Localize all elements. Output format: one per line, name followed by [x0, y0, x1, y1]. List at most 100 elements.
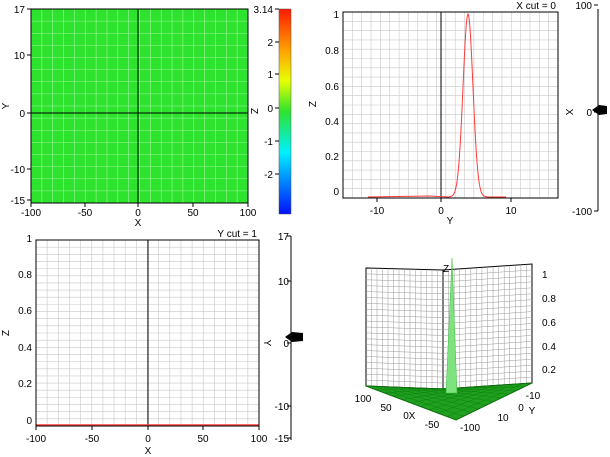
y-cut-x-tick-label: -100 [26, 434, 46, 445]
y-slider-label: Y [261, 340, 272, 347]
heatmap-y-tick-label: 0 [19, 109, 25, 120]
y-slider-tick-label: -10 [275, 402, 290, 413]
heatmap-x-tick-label: 100 [240, 208, 257, 219]
x-cut-z-tick-label: 0.2 [325, 152, 339, 163]
colorbar-tick-label: -1 [264, 137, 273, 148]
surface-3d-wall-grid-line [365, 362, 444, 366]
surface-3d-wall-grid-line [365, 338, 444, 342]
surface-3d-wall-grid-line [365, 344, 444, 348]
x-cut-x-label: Y [447, 216, 454, 227]
heatmap-y-tick-label: -15 [11, 196, 26, 207]
surface-3d-wall-grid-line [442, 364, 533, 372]
colorbar-label: Z [248, 108, 259, 114]
x-cut-grid [343, 12, 558, 198]
surface-3d-wall-grid-line [442, 353, 533, 360]
x-slider-label: X [563, 109, 574, 116]
x-cut-z-tick-label: 0.8 [325, 46, 339, 57]
heatmap-x-label: X [135, 218, 142, 229]
y-cut-z-label: Z [1, 330, 12, 336]
surface-3d-x-ticks: 100 50 0 -50 -100 [355, 394, 481, 434]
surface-3d-floor-grid-line [437, 384, 515, 414]
x-cut-y-ticks: -10 0 10 [370, 198, 517, 217]
heatmap-x-tick-label: -100 [21, 208, 41, 219]
surface-3d-z-label: Z [443, 264, 449, 275]
surface-3d-z-tick-label: 0.4 [542, 342, 556, 353]
surface-3d-z-tick-label: 0.6 [542, 318, 556, 329]
x-slider-tick-label: -100 [572, 207, 592, 218]
surface-3d-wall-grid-line [442, 317, 533, 324]
surface-3d-floor-grid-line [428, 384, 506, 410]
surface-3d-x-tick-label: 50 [380, 403, 392, 414]
surface-3d-y-tick-label: 10 [497, 413, 509, 424]
surface-3d-z-tick-label: 0.8 [542, 294, 556, 305]
surface-3d-wall-grid-line [365, 279, 444, 283]
surface-3d-wall-grid-line [442, 370, 533, 378]
surface-3d-wall-grid-line [365, 356, 444, 360]
y-cut-z-tick-label: 1 [26, 234, 32, 245]
y-slider-tick-label: -15 [275, 434, 290, 445]
heatmap-y-tick-label: -10 [11, 165, 26, 176]
y-cut-title: Y cut = 1 [217, 229, 257, 240]
x-cut-z-ticks: 1 0.8 0.6 0.4 0.2 0 [325, 10, 339, 198]
surface-3d-wall-grid-line [442, 347, 533, 354]
surface-3d-y-tick-label: -10 [526, 391, 541, 402]
surface-3d-wall-grid-line [442, 281, 533, 289]
surface-3d-x-label: X [409, 411, 416, 422]
surface-3d-wall-grid-line [442, 323, 533, 330]
y-slider-knob[interactable] [285, 332, 303, 342]
colorbar-tick-label: 3.14 [254, 5, 274, 16]
y-cut-x-tick-label: 0 [145, 434, 151, 445]
x-slider-tick-label: 0 [586, 108, 592, 119]
surface-3d-wall-grid-line [442, 293, 533, 300]
x-cut-z-tick-label: 0 [333, 187, 339, 198]
surface-3d-wall-grid-line [442, 311, 533, 318]
surface-3d-y-label: Y [529, 406, 536, 417]
x-cut-panel: X cut = 0 10.80.60.40.20 -10 0 10 Y Z 1000… [308, 1, 607, 227]
x-cut-curve [367, 12, 506, 198]
heatmap-grid [31, 9, 248, 203]
surface-3d-x-tick-label: -50 [425, 420, 440, 431]
y-cut-z-tick-label: 0.2 [18, 379, 32, 390]
x-cut-y-tick-label: -10 [370, 206, 385, 217]
y-cut-z-tick-label: 0.6 [18, 306, 32, 317]
surface-3d-z-tick-label: 1 [542, 270, 548, 281]
y-cut-x-label: X [145, 446, 152, 457]
heatmap-frame [30, 8, 249, 204]
surface-3d-wall-grid-line [365, 309, 444, 312]
y-cut-x-ticks: -100 -50 0 50 100 [26, 426, 268, 445]
surface-3d-wall-grid-line [365, 273, 444, 277]
surface-3d-wall-grid-line [365, 297, 444, 300]
surface-3d-y-ticks: -100 10 [497, 391, 540, 424]
surface-3d-wall-grid-line [365, 332, 444, 336]
surface-3d-z-ticks: 1 0.8 0.6 0.4 0.2 [542, 270, 556, 376]
y-cut-z-tick-label: 0.8 [18, 270, 32, 281]
heatmap-x-tick-label: 0 [135, 208, 141, 219]
colorbar [278, 8, 292, 215]
x-cut-frame [342, 11, 559, 199]
y-slider-tick-label: 0 [283, 339, 289, 350]
surface-3d-floor-grid-line [419, 385, 497, 407]
x-slider-knob[interactable] [592, 105, 607, 115]
surface-3d-wall-grid-line [442, 275, 533, 283]
y-cut-x-tick-label: -50 [85, 434, 100, 445]
surface-3d-wall-grid-line [365, 285, 444, 289]
y-slider-ticks: 17 10 0 -10 -15 [275, 232, 291, 445]
surface-3d-z-tick-label: 0.2 [542, 365, 556, 376]
surface-3d-x-tick-label: 0 [403, 411, 409, 422]
surface-3d-floor-grid-line [446, 383, 524, 417]
surface-3d-wall-grid-line [442, 358, 533, 366]
x-cut-y-tick-label: 0 [438, 206, 444, 217]
colorbar-tick-label: 1 [267, 70, 273, 81]
surface-3d-wall-grid-line [365, 350, 444, 354]
surface-3d-wall-grid-line [442, 305, 533, 312]
surface-3d-wall-grid-line [442, 287, 533, 295]
y-cut-x-tick-label: 50 [197, 434, 209, 445]
y-slider-tick-label: 10 [278, 277, 290, 288]
heatmap-y-tick-label: 17 [14, 5, 26, 16]
y-cut-x-tick-label: 100 [251, 434, 268, 445]
surface-3d-wall-grid-line [365, 320, 444, 324]
surface-3d-x-tick-label: 100 [355, 394, 372, 405]
